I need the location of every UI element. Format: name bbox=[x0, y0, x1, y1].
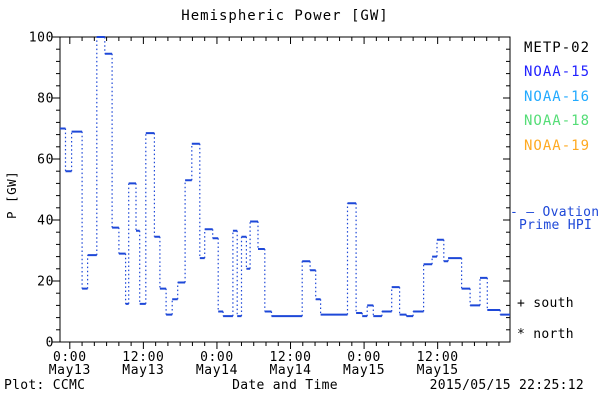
chart-title: Hemispheric Power [GW] bbox=[181, 8, 389, 24]
x-tick-time-label: 12:00 bbox=[269, 350, 311, 365]
x-tick-date-label: May14 bbox=[196, 363, 238, 378]
series-legend-line1: - — Ovation bbox=[510, 206, 599, 219]
x-tick-time-label: 0:00 bbox=[347, 350, 381, 365]
x-tick-date-label: May15 bbox=[343, 363, 385, 378]
x-axis-label: Date and Time bbox=[232, 378, 338, 393]
x-tick-time-label: 12:00 bbox=[122, 350, 164, 365]
legend-satellite-noaa-18: NOAA-18 bbox=[524, 113, 591, 130]
legend-satellite-noaa-15: NOAA-15 bbox=[524, 64, 591, 81]
dash-line-sample-icon: - — bbox=[510, 205, 535, 220]
series-legend-ovation: - — Ovation Prime HPI bbox=[510, 206, 599, 232]
x-tick-time-label: 0:00 bbox=[200, 350, 234, 365]
plot-credit: Plot: CCMC bbox=[4, 378, 86, 393]
satellite-legend: METP-02 NOAA-15 NOAA-16 NOAA-18 NOAA-19 bbox=[524, 36, 590, 158]
x-tick-date-label: May13 bbox=[49, 363, 91, 378]
legend-satellite-noaa-16: NOAA-16 bbox=[524, 88, 591, 105]
plot-frame bbox=[59, 36, 511, 343]
series-legend-line2: Prime HPI bbox=[519, 218, 593, 233]
legend-satellite-metp-02: METP-02 bbox=[524, 40, 591, 56]
plot-timestamp: 2015/05/15 22:25:12 bbox=[429, 378, 584, 393]
series-step-connectors bbox=[64, 37, 501, 317]
y-tick-label: 0 bbox=[46, 336, 54, 351]
marker-legend-south: + south bbox=[517, 296, 574, 311]
y-tick-label: 20 bbox=[37, 275, 54, 290]
hemisphere-marker-legend: + south * north bbox=[517, 297, 574, 359]
y-tick-label: 60 bbox=[37, 153, 54, 168]
x-tick-date-label: May13 bbox=[122, 363, 164, 378]
series-step-levels bbox=[60, 36, 510, 318]
x-tick-time-label: 0:00 bbox=[53, 350, 87, 365]
y-tick-label: 100 bbox=[29, 31, 54, 46]
marker-legend-north: * north bbox=[517, 327, 574, 342]
x-tick-date-label: May14 bbox=[269, 363, 311, 378]
legend-satellite-noaa-19: NOAA-19 bbox=[524, 137, 591, 154]
series-legend-name: Ovation bbox=[542, 205, 600, 220]
x-tick-date-label: May15 bbox=[417, 363, 459, 378]
y-tick-label: 80 bbox=[37, 92, 54, 107]
x-tick-time-label: 12:00 bbox=[417, 350, 459, 365]
y-tick-label: 40 bbox=[37, 214, 54, 229]
